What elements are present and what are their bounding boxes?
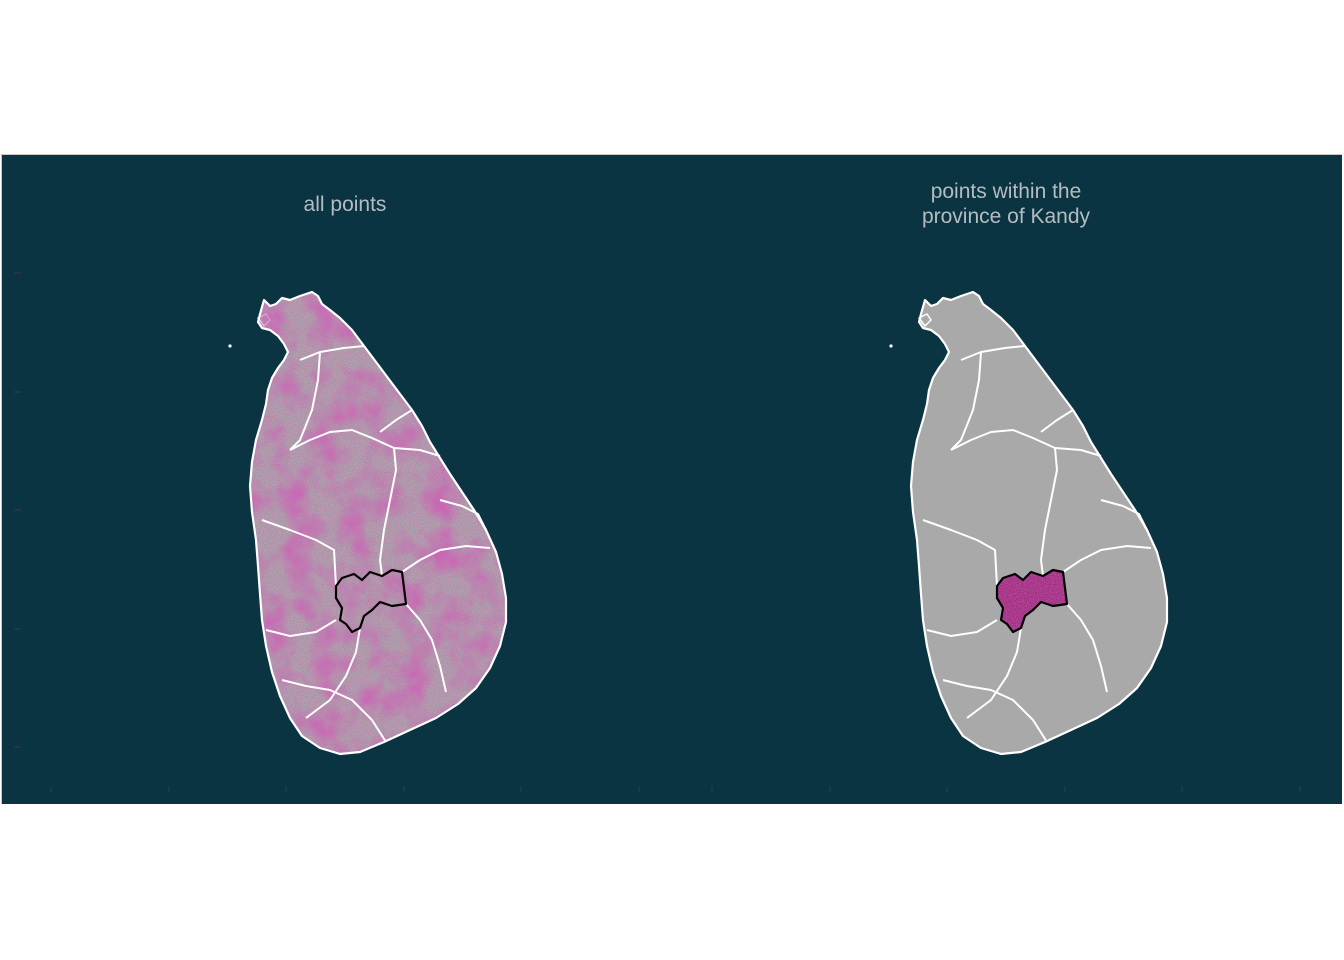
small-island bbox=[228, 344, 232, 348]
coastline bbox=[909, 290, 1169, 756]
district-boundary-11 bbox=[281, 679, 387, 743]
point-density-grain bbox=[250, 292, 506, 754]
kandy-boundary bbox=[995, 568, 1069, 634]
district-boundary-11 bbox=[942, 679, 1048, 743]
district-boundary-2 bbox=[289, 351, 321, 451]
facet-title-kandy-line2: province of Kandy bbox=[922, 205, 1091, 228]
sri-lanka-map bbox=[228, 290, 508, 756]
district-boundary-4 bbox=[922, 519, 998, 587]
axis-ticks bbox=[14, 272, 1301, 792]
facet-title-all-points: all points bbox=[304, 193, 387, 216]
kandy-boundary bbox=[334, 568, 408, 634]
panel-background bbox=[2, 155, 1342, 804]
district-boundary-0 bbox=[299, 345, 365, 361]
district-boundary-3 bbox=[1040, 447, 1058, 577]
district-boundary-4 bbox=[261, 519, 337, 587]
district-boundary-6 bbox=[405, 603, 447, 693]
facet-panel-all-points: all points bbox=[228, 193, 508, 756]
district-boundary-8 bbox=[926, 619, 998, 637]
district-boundary-3 bbox=[379, 447, 397, 577]
island-land bbox=[911, 292, 1167, 754]
sri-lanka-map bbox=[889, 290, 1169, 756]
facet-title-kandy-line1: points within the bbox=[931, 180, 1082, 203]
district-boundary-5 bbox=[1062, 545, 1152, 573]
district-boundary-7 bbox=[966, 627, 1022, 719]
district-boundary-0 bbox=[960, 345, 1026, 361]
district-boundary-5 bbox=[401, 545, 491, 573]
district-boundary-10 bbox=[1040, 409, 1074, 433]
district-boundary-1 bbox=[950, 429, 1102, 457]
kandy-points-grain bbox=[997, 570, 1067, 632]
coastline bbox=[248, 290, 508, 756]
small-island bbox=[889, 344, 893, 348]
district-boundary-7 bbox=[305, 627, 361, 719]
district-boundary-8 bbox=[265, 619, 337, 637]
district-boundary-1 bbox=[289, 429, 441, 457]
district-boundary-2 bbox=[950, 351, 982, 451]
district-boundary-6 bbox=[1066, 603, 1108, 693]
facet-panel-kandy: points within the province of Kandy bbox=[889, 180, 1169, 756]
district-boundary-10 bbox=[379, 409, 413, 433]
jaffna-islet bbox=[918, 313, 932, 327]
